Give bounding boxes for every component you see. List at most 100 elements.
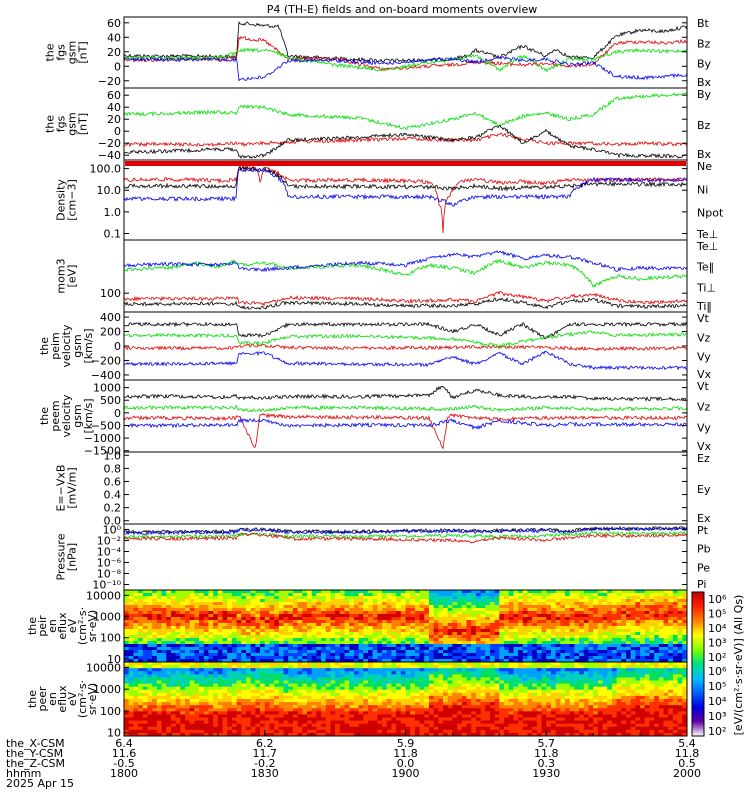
- spectro-cell: [569, 662, 575, 666]
- spectro-cell: [527, 632, 533, 636]
- spectro-cell: [518, 680, 524, 684]
- spectro-cell: [241, 632, 247, 636]
- spectro-cell: [504, 662, 510, 666]
- spectro-cell: [372, 641, 378, 645]
- spectro-cell: [677, 617, 683, 621]
- spectro-cell: [663, 662, 669, 666]
- spectro-cell: [616, 674, 622, 678]
- spectro-cell: [396, 665, 402, 669]
- spectro-cell: [677, 668, 683, 672]
- spectro-cell: [358, 641, 364, 645]
- spectro-cell: [274, 608, 280, 612]
- spectro-cell: [658, 683, 664, 688]
- spectro-cell: [124, 620, 130, 624]
- spectro-cell: [658, 656, 664, 660]
- spectro-cell: [593, 614, 599, 618]
- spectro-cell: [649, 620, 655, 624]
- spectro-cell: [161, 611, 167, 615]
- spectro-cell: [555, 629, 561, 633]
- spectro-cell: [527, 647, 533, 651]
- spectro-cell: [349, 665, 355, 669]
- spectro-cell: [508, 686, 514, 691]
- ytick-label: 0.6: [104, 475, 122, 488]
- spectro-cell: [499, 702, 505, 706]
- spectro-cell: [353, 638, 359, 642]
- spectro-cell: [217, 608, 223, 612]
- spectro-cell: [640, 611, 646, 615]
- spectro-cell: [424, 590, 430, 594]
- spectro-cell: [536, 602, 542, 606]
- spectro-cell: [302, 635, 308, 639]
- spectro-cell: [588, 662, 594, 666]
- spectro-cell: [583, 608, 589, 612]
- spectro-cell: [663, 644, 669, 648]
- spectro-cell: [644, 692, 650, 697]
- spectro-cell: [170, 671, 177, 675]
- ytick-label: −40: [98, 149, 121, 162]
- spectro-cell: [255, 638, 261, 642]
- spectro-cell: [682, 671, 688, 675]
- spectro-cell: [260, 662, 266, 666]
- spectro-cell: [550, 699, 557, 703]
- spectro-cell: [654, 638, 660, 642]
- spectro-cell: [443, 629, 449, 633]
- spectro-cell: [124, 605, 130, 609]
- spectro-cell: [550, 641, 557, 645]
- spectro-cell: [428, 653, 435, 657]
- spectro-cell: [213, 614, 219, 618]
- spectro-cell: [616, 614, 622, 618]
- spectro-cell: [274, 668, 280, 672]
- spectro-cell: [626, 656, 632, 660]
- spectro-cell: [508, 623, 514, 627]
- spectro-cell: [532, 638, 538, 642]
- spectro-cell: [447, 602, 453, 606]
- spectro-cell: [189, 590, 195, 594]
- spectro-cell: [147, 692, 153, 697]
- spectro-cell: [522, 614, 528, 618]
- spectro-cell: [199, 593, 205, 597]
- spectro-cell: [330, 689, 336, 694]
- spectro-cell: [358, 686, 364, 691]
- spectro-cell: [457, 620, 463, 624]
- spectro-cell: [672, 674, 679, 678]
- spectro-cell: [292, 644, 298, 648]
- spectro-cell: [621, 641, 627, 645]
- spectro-cell: [274, 699, 280, 703]
- spectro-cell: [508, 593, 514, 597]
- spectro-cell: [400, 638, 406, 642]
- spectro-cell: [583, 641, 589, 645]
- spectro-cell: [292, 686, 298, 691]
- spectro-cell: [635, 662, 641, 666]
- spectro-cell: [199, 638, 205, 642]
- spectro-cell: [644, 671, 650, 675]
- spectro-cell: [611, 641, 618, 645]
- spectro-cell: [339, 632, 345, 636]
- spectro-cell: [231, 668, 237, 672]
- spectro-cell: [400, 632, 406, 636]
- spectro-cell: [180, 611, 186, 615]
- spectro-cell: [321, 596, 327, 600]
- spectro-cell: [311, 596, 317, 600]
- spectro-cell: [400, 695, 406, 700]
- spectro-cell: [372, 671, 378, 675]
- spectro-cell: [461, 705, 467, 709]
- spectro-cell: [170, 605, 177, 609]
- spectro-cell: [166, 602, 172, 606]
- spectro-cell: [180, 695, 186, 700]
- spectro-cell: [330, 695, 336, 700]
- spectro-cell: [292, 641, 298, 645]
- spectro-cell: [649, 671, 655, 675]
- spectro-cell: [250, 695, 256, 700]
- spectro-cell: [489, 659, 496, 663]
- spectro-cell: [306, 702, 313, 706]
- spectro-cell: [635, 683, 641, 688]
- spectro-cell: [424, 641, 430, 645]
- spectro-cell: [546, 590, 552, 594]
- spectro-cell: [541, 611, 547, 615]
- spectro-cell: [569, 617, 575, 621]
- spectro-cell: [306, 705, 313, 709]
- spectro-cell: [644, 699, 650, 703]
- spectro-cell: [199, 608, 205, 612]
- spectro-cell: [260, 641, 266, 645]
- spectro-cell: [311, 705, 317, 709]
